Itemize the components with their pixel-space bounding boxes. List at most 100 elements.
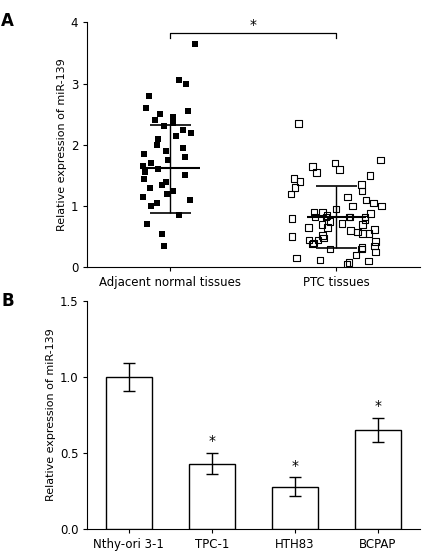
Point: [324, 223, 331, 232]
Point: [323, 213, 329, 222]
Point: [359, 243, 366, 252]
Text: *: *: [250, 18, 257, 32]
Point: [163, 177, 170, 186]
Point: [164, 155, 171, 165]
Point: [291, 183, 298, 192]
Point: [155, 134, 162, 143]
Point: [336, 165, 343, 174]
Point: [367, 209, 374, 218]
Text: B: B: [1, 292, 14, 310]
Point: [320, 233, 327, 242]
Point: [180, 125, 187, 134]
Point: [311, 208, 318, 217]
Point: [139, 192, 146, 201]
Point: [354, 227, 361, 236]
Point: [312, 213, 319, 222]
Point: [175, 76, 182, 85]
Point: [359, 186, 366, 196]
Point: [358, 180, 365, 189]
Point: [319, 208, 326, 217]
Point: [186, 196, 193, 204]
Point: [293, 254, 300, 263]
Point: [170, 113, 177, 121]
Point: [359, 229, 366, 238]
Point: [182, 79, 189, 88]
Point: [141, 168, 148, 177]
Text: A: A: [1, 12, 14, 31]
Point: [148, 159, 155, 168]
Point: [142, 104, 149, 113]
Point: [182, 171, 189, 180]
Point: [315, 235, 322, 244]
Y-axis label: Relative expression of miR-139: Relative expression of miR-139: [57, 58, 67, 231]
Point: [319, 231, 326, 240]
Point: [347, 213, 354, 222]
Point: [338, 219, 345, 228]
Point: [163, 189, 170, 198]
Text: *: *: [291, 459, 298, 473]
Point: [154, 140, 161, 149]
Point: [332, 159, 339, 168]
Point: [313, 168, 320, 177]
Point: [362, 213, 369, 222]
Point: [363, 196, 370, 204]
Point: [153, 198, 160, 207]
Point: [365, 229, 372, 238]
Point: [370, 198, 377, 207]
Point: [172, 131, 179, 140]
Bar: [272, 486, 318, 529]
Point: [290, 174, 297, 183]
Point: [344, 260, 351, 269]
Point: [288, 214, 295, 223]
Point: [323, 211, 330, 219]
Point: [372, 247, 379, 256]
Text: *: *: [208, 434, 215, 448]
Point: [288, 232, 295, 241]
Point: [140, 162, 147, 170]
Point: [365, 257, 372, 266]
Point: [295, 119, 302, 128]
Point: [305, 223, 312, 232]
Point: [155, 165, 162, 174]
Point: [170, 186, 177, 196]
Point: [140, 149, 147, 158]
Point: [179, 144, 186, 153]
Point: [146, 91, 153, 100]
Point: [158, 229, 165, 238]
Point: [176, 211, 183, 219]
Point: [344, 192, 351, 201]
Point: [297, 177, 304, 186]
Point: [319, 220, 326, 229]
Point: [159, 180, 166, 189]
Point: [371, 242, 378, 251]
Point: [147, 202, 154, 211]
Point: [309, 240, 316, 248]
Point: [362, 215, 369, 224]
Point: [371, 225, 378, 234]
Text: *: *: [375, 399, 382, 413]
Point: [372, 237, 379, 246]
Point: [305, 235, 312, 244]
Point: [377, 155, 384, 165]
Point: [187, 128, 194, 137]
Point: [309, 162, 316, 170]
Point: [352, 251, 359, 260]
Point: [347, 226, 354, 235]
Point: [192, 39, 199, 48]
Point: [156, 110, 163, 119]
Y-axis label: Relative expression of miR-139: Relative expression of miR-139: [45, 329, 55, 501]
Point: [378, 202, 385, 211]
Point: [143, 220, 150, 229]
Point: [184, 106, 191, 115]
Point: [346, 213, 353, 222]
Point: [161, 122, 168, 131]
Bar: [355, 430, 401, 529]
Point: [359, 220, 366, 229]
Point: [326, 245, 333, 253]
Point: [170, 119, 177, 128]
Point: [146, 183, 153, 192]
Bar: [189, 463, 235, 529]
Bar: [106, 377, 152, 529]
Point: [349, 202, 356, 211]
Point: [160, 242, 167, 251]
